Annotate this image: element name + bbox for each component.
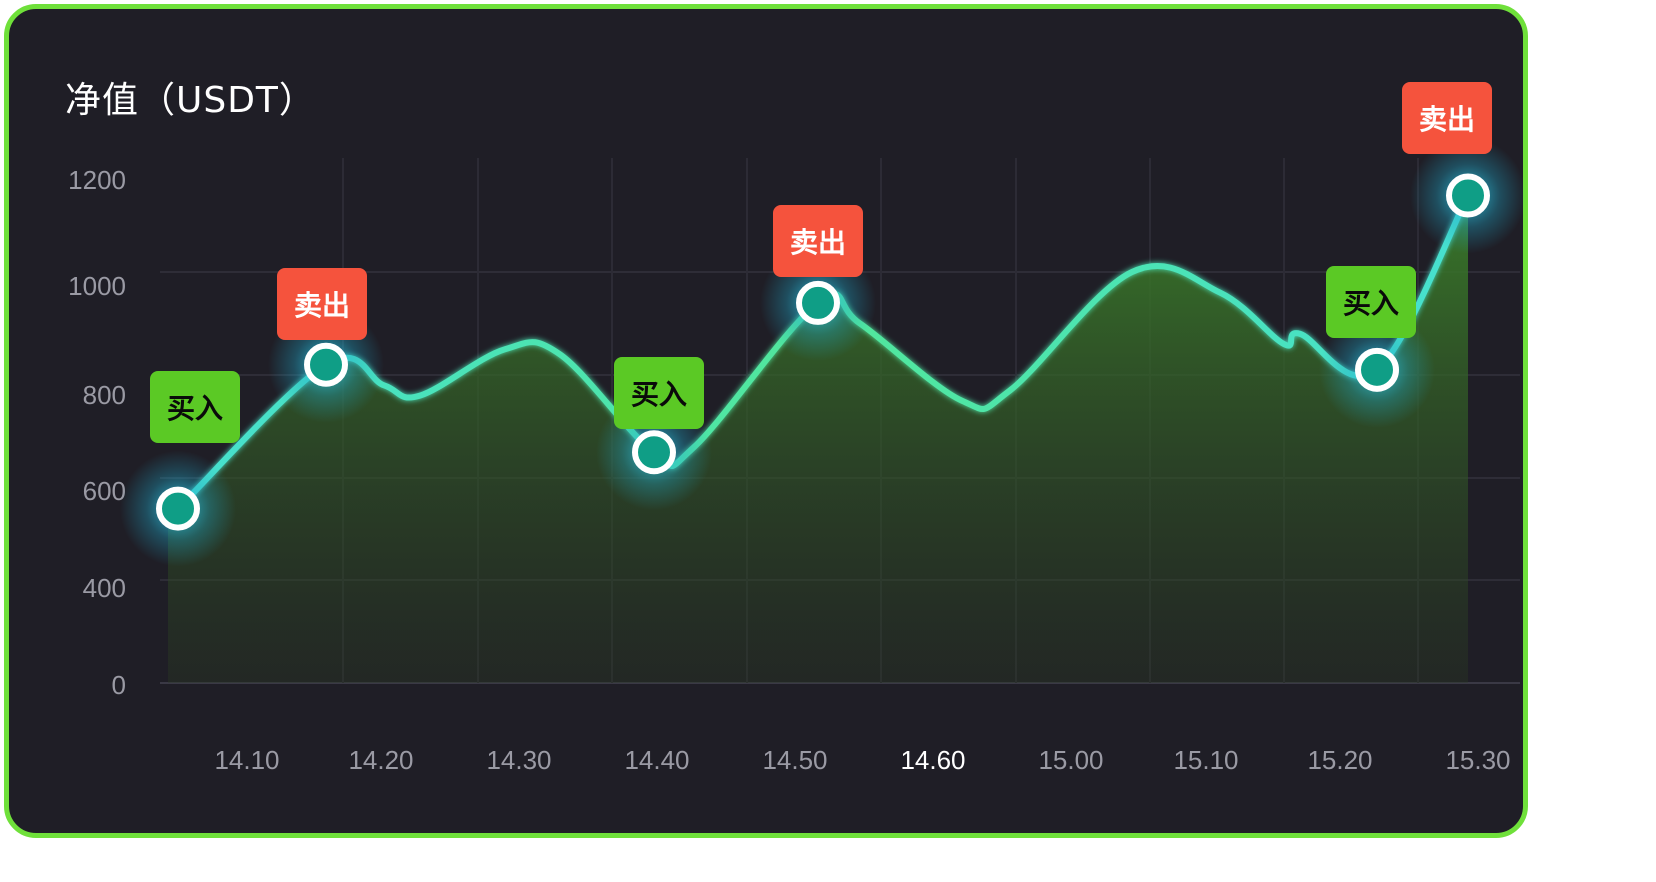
- x-tick-label: 15.30: [1445, 745, 1510, 775]
- data-point-marker[interactable]: [1355, 347, 1399, 392]
- chart-title: 净值（USDT）: [65, 80, 316, 121]
- x-tick-label: 15.00: [1038, 745, 1103, 775]
- y-tick-label: 1200: [68, 165, 126, 195]
- trade-point-buy[interactable]: 买入: [120, 371, 240, 567]
- data-point-marker[interactable]: [1446, 173, 1490, 218]
- x-tick-label: 15.20: [1307, 745, 1372, 775]
- buy-tag-label: 买入: [167, 392, 223, 425]
- buy-tag: [614, 357, 704, 429]
- y-tick-label: 1000: [68, 271, 126, 301]
- trade-point-buy[interactable]: 买入: [1319, 266, 1435, 428]
- sell-tag: [773, 205, 863, 277]
- x-tick-label: 14.40: [624, 745, 689, 775]
- buy-tag: [1326, 266, 1416, 338]
- data-point-marker[interactable]: [796, 280, 840, 325]
- sell-tag-label: 卖出: [294, 289, 350, 322]
- x-tick-label: 14.30: [486, 745, 551, 775]
- sell-tag-label: 卖出: [790, 226, 846, 259]
- y-tick-label: 0: [112, 670, 126, 700]
- data-point-marker[interactable]: [632, 430, 676, 475]
- y-tick-label: 400: [83, 573, 126, 603]
- y-tick-label: 600: [83, 476, 126, 506]
- buy-tag-label: 买入: [1343, 287, 1399, 320]
- y-tick-label: 800: [83, 380, 126, 410]
- x-axis: 14.10 14.20 14.30 14.40 14.50 14.60 15.00 15.10…: [214, 745, 1510, 775]
- area-fill-shape: [168, 195, 1468, 683]
- buy-tag: [150, 371, 240, 443]
- sell-tag: [1402, 82, 1492, 154]
- area-fill: [168, 195, 1468, 683]
- trade-point-sell[interactable]: 卖出: [760, 205, 876, 361]
- buy-tag-label: 买入: [631, 378, 687, 411]
- y-axis: 1200 1000 800 600 400 0: [68, 165, 126, 700]
- x-tick-label: 15.10: [1173, 745, 1238, 775]
- sell-tag: [277, 268, 367, 340]
- data-point-marker[interactable]: [304, 342, 348, 387]
- trade-point-sell[interactable]: 卖出: [268, 268, 384, 423]
- trade-point-buy[interactable]: 买入: [596, 357, 712, 511]
- data-point-marker[interactable]: [156, 486, 200, 531]
- x-tick-label: 14.20: [348, 745, 413, 775]
- x-tick-label: 14.10: [214, 745, 279, 775]
- x-tick-label: 14.50: [762, 745, 827, 775]
- trade-point-sell[interactable]: 卖出: [1402, 82, 1526, 254]
- x-tick-label: 14.60: [900, 745, 965, 775]
- sell-tag-label: 卖出: [1419, 103, 1475, 136]
